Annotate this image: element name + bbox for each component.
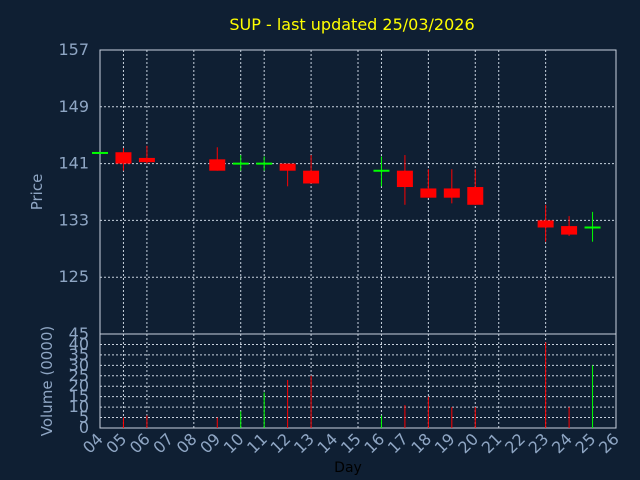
candle-body [209,159,226,171]
candle-body [443,188,460,198]
price-tick-label: 157 [58,40,89,59]
candle-body [138,157,155,163]
volume-tick-label: 30 [69,355,89,374]
price-tick-label: 149 [58,97,89,116]
candle-body [303,170,320,184]
volume-tick-label: 10 [69,397,89,416]
day-tick-label: 26 [595,429,623,457]
day-axis-label: Day [334,460,362,476]
volume-tick-label: 5 [79,408,89,427]
chart-title: SUP - last updated 25/03/2026 [229,15,474,34]
candle-body [115,152,132,164]
volume-tick-label: 35 [69,345,89,364]
volume-tick-label: 25 [69,366,89,385]
volume-tick-label: 40 [69,334,89,353]
volume-tick-label: 15 [69,387,89,406]
candle-body [420,188,437,198]
price-tick-label: 125 [58,267,89,286]
candle-body [279,163,296,171]
volume-axis-label: Volume (0000) [38,326,56,436]
candle-body [396,170,413,188]
volume-tick-label: 45 [69,324,89,343]
volume-tick-label: 20 [69,376,89,395]
volume-tick-label: 0 [79,418,89,437]
price-tick-label: 133 [58,210,89,229]
volume-panel-frame [99,333,617,429]
candle-body [537,220,554,228]
price-axis-label: Price [28,174,46,211]
candle-body [467,187,484,205]
price-tick-label: 141 [58,154,89,173]
candle-body [561,226,578,235]
